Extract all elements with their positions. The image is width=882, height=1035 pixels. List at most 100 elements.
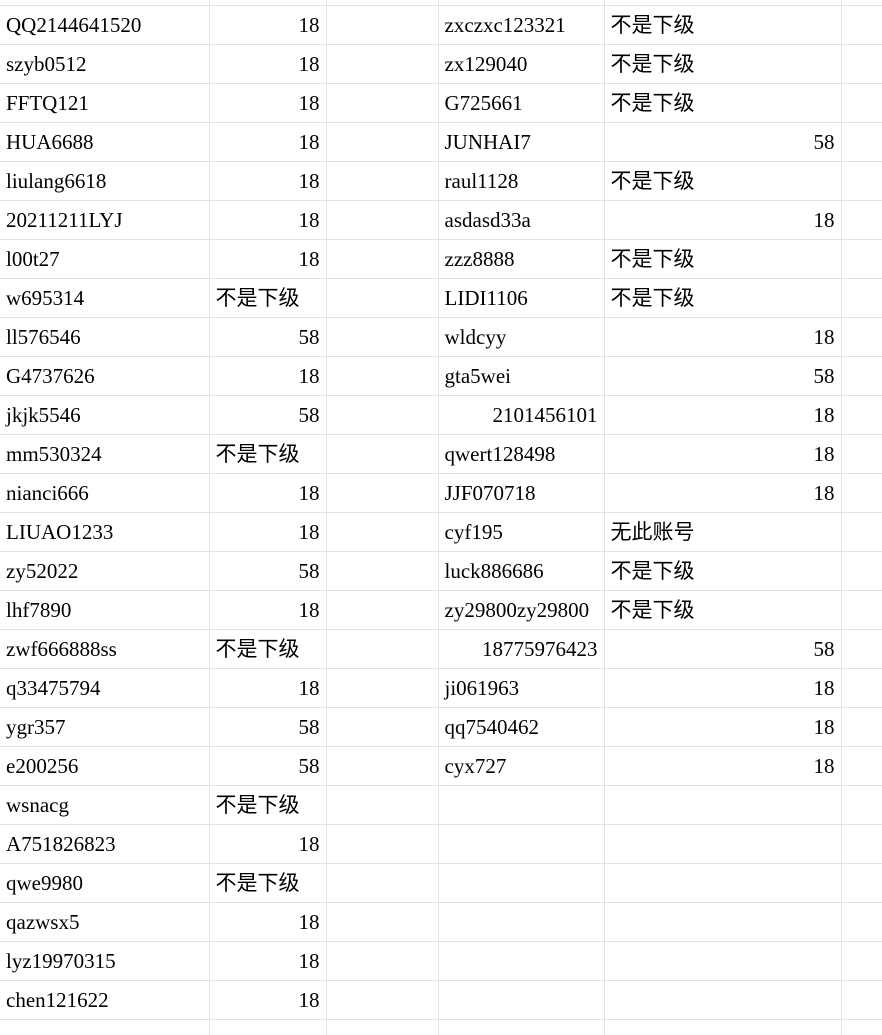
cell-E-5[interactable]: 不是下级 — [604, 161, 842, 201]
cell-A-17[interactable]: zwf666888ss — [0, 629, 210, 669]
cell-A-8[interactable]: w695314 — [0, 278, 210, 318]
cell-D-26[interactable] — [438, 980, 605, 1020]
cell-C-2[interactable] — [326, 44, 439, 84]
cell-D-9[interactable]: wldcyy — [438, 317, 605, 357]
cell-C-22[interactable] — [326, 824, 439, 864]
cell-B-3[interactable]: 18 — [209, 83, 327, 123]
cell-A-14[interactable]: LIUAO1233 — [0, 512, 210, 552]
cell-A-15[interactable]: zy52022 — [0, 551, 210, 591]
cell-B-20[interactable]: 58 — [209, 746, 327, 786]
cell-B-11[interactable]: 58 — [209, 395, 327, 435]
cell-B-22[interactable]: 18 — [209, 824, 327, 864]
cell-A-19[interactable]: ygr357 — [0, 707, 210, 747]
cell-E-13[interactable]: 18 — [604, 473, 842, 513]
cell-F-24[interactable] — [841, 902, 882, 942]
cell-F-19[interactable] — [841, 707, 882, 747]
cell-F-2[interactable] — [841, 44, 882, 84]
cell-D-10[interactable]: gta5wei — [438, 356, 605, 396]
cell-C-26[interactable] — [326, 980, 439, 1020]
cell-C-17[interactable] — [326, 629, 439, 669]
cell-F-13[interactable] — [841, 473, 882, 513]
cell-D-15[interactable]: luck886686 — [438, 551, 605, 591]
cell-F-9[interactable] — [841, 317, 882, 357]
cell-B-26[interactable]: 18 — [209, 980, 327, 1020]
cell-F-8[interactable] — [841, 278, 882, 318]
cell-A-26[interactable]: chen121622 — [0, 980, 210, 1020]
cell-C-14[interactable] — [326, 512, 439, 552]
cell-B-15[interactable]: 58 — [209, 551, 327, 591]
cell-C-5[interactable] — [326, 161, 439, 201]
cell-F-20[interactable] — [841, 746, 882, 786]
cell-F-17[interactable] — [841, 629, 882, 669]
cell-E-15[interactable]: 不是下级 — [604, 551, 842, 591]
cell-D-6[interactable]: asdasd33a — [438, 200, 605, 240]
cell-C-13[interactable] — [326, 473, 439, 513]
cell-F-21[interactable] — [841, 785, 882, 825]
cell-E-25[interactable] — [604, 941, 842, 981]
cell-B-19[interactable]: 58 — [209, 707, 327, 747]
cell-E-1[interactable]: 不是下级 — [604, 5, 842, 45]
cell-D-11[interactable]: 2101456101 — [438, 395, 605, 435]
cell-A-12[interactable]: mm530324 — [0, 434, 210, 474]
cell-F-15[interactable] — [841, 551, 882, 591]
cell-A-7[interactable]: l00t27 — [0, 239, 210, 279]
cell-F-5[interactable] — [841, 161, 882, 201]
cell-B-25[interactable]: 18 — [209, 941, 327, 981]
cell-b-partial[interactable] — [209, 0, 327, 6]
cell-E-19[interactable]: 18 — [604, 707, 842, 747]
cell-F-23[interactable] — [841, 863, 882, 903]
cell-C-19[interactable] — [326, 707, 439, 747]
cell-C-25[interactable] — [326, 941, 439, 981]
cell-A-11[interactable]: jkjk5546 — [0, 395, 210, 435]
cell-D-12[interactable]: qwert128498 — [438, 434, 605, 474]
cell-A-16[interactable]: lhf7890 — [0, 590, 210, 630]
cell-F-22[interactable] — [841, 824, 882, 864]
cell-A-trailing[interactable] — [0, 1019, 210, 1035]
cell-F-7[interactable] — [841, 239, 882, 279]
cell-A-2[interactable]: szyb0512 — [0, 44, 210, 84]
cell-D-5[interactable]: raul1128 — [438, 161, 605, 201]
cell-E-8[interactable]: 不是下级 — [604, 278, 842, 318]
cell-B-23[interactable]: 不是下级 — [209, 863, 327, 903]
cell-E-trailing[interactable] — [604, 1019, 842, 1035]
cell-A-13[interactable]: nianci666 — [0, 473, 210, 513]
cell-F-25[interactable] — [841, 941, 882, 981]
cell-D-24[interactable] — [438, 902, 605, 942]
cell-D-19[interactable]: qq7540462 — [438, 707, 605, 747]
cell-B-9[interactable]: 58 — [209, 317, 327, 357]
cell-C-7[interactable] — [326, 239, 439, 279]
cell-B-10[interactable]: 18 — [209, 356, 327, 396]
cell-F-12[interactable] — [841, 434, 882, 474]
cell-E-20[interactable]: 18 — [604, 746, 842, 786]
cell-E-12[interactable]: 18 — [604, 434, 842, 474]
cell-E-24[interactable] — [604, 902, 842, 942]
cell-A-9[interactable]: ll576546 — [0, 317, 210, 357]
cell-A-20[interactable]: e200256 — [0, 746, 210, 786]
cell-B-13[interactable]: 18 — [209, 473, 327, 513]
cell-F-10[interactable] — [841, 356, 882, 396]
cell-B-2[interactable]: 18 — [209, 44, 327, 84]
cell-C-trailing[interactable] — [326, 1019, 439, 1035]
cell-C-21[interactable] — [326, 785, 439, 825]
cell-D-trailing[interactable] — [438, 1019, 605, 1035]
cell-A-6[interactable]: 20211211LYJ — [0, 200, 210, 240]
cell-C-10[interactable] — [326, 356, 439, 396]
cell-D-21[interactable] — [438, 785, 605, 825]
cell-E-18[interactable]: 18 — [604, 668, 842, 708]
cell-A-25[interactable]: lyz19970315 — [0, 941, 210, 981]
cell-D-4[interactable]: JUNHAI7 — [438, 122, 605, 162]
cell-E-14[interactable]: 无此账号 — [604, 512, 842, 552]
cell-B-17[interactable]: 不是下级 — [209, 629, 327, 669]
cell-A-5[interactable]: liulang6618 — [0, 161, 210, 201]
cell-F-6[interactable] — [841, 200, 882, 240]
cell-F-14[interactable] — [841, 512, 882, 552]
cell-D-3[interactable]: G725661 — [438, 83, 605, 123]
cell-A-24[interactable]: qazwsx5 — [0, 902, 210, 942]
cell-D-23[interactable] — [438, 863, 605, 903]
cell-B-7[interactable]: 18 — [209, 239, 327, 279]
cell-D-13[interactable]: JJF070718 — [438, 473, 605, 513]
cell-D-22[interactable] — [438, 824, 605, 864]
cell-B-5[interactable]: 18 — [209, 161, 327, 201]
cell-F-16[interactable] — [841, 590, 882, 630]
cell-B-4[interactable]: 18 — [209, 122, 327, 162]
